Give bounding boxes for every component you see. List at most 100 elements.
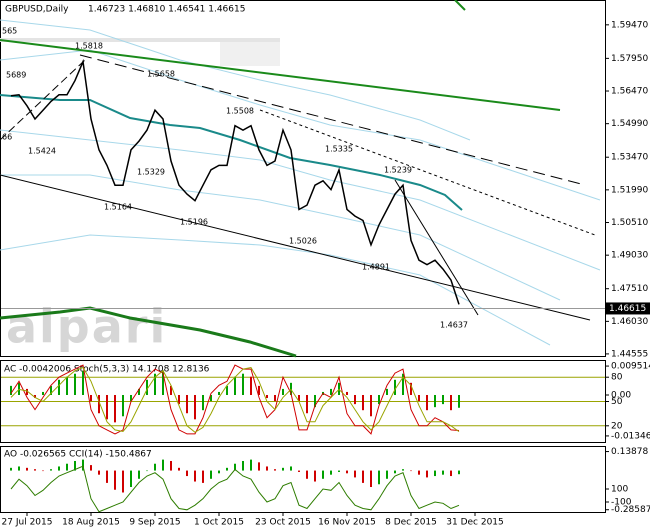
y-tick-label: -0.013461	[611, 431, 650, 441]
histogram-bar	[226, 385, 228, 395]
histogram-bar	[298, 394, 300, 402]
histogram-bar	[250, 376, 252, 395]
histogram-bar	[394, 379, 396, 395]
y-tick-label: 1.46030	[611, 317, 648, 327]
x-tick-label: 27 Jul 2015	[2, 518, 53, 528]
histogram-bar	[162, 459, 164, 471]
price-annotation: 1.5026	[289, 237, 317, 246]
last-price-label: 1.46615	[609, 304, 646, 314]
histogram-bar	[122, 394, 124, 417]
y-tick-label: 1.53470	[611, 153, 648, 163]
histogram-bar	[442, 394, 444, 405]
histogram-bar	[274, 394, 276, 402]
series-line	[10, 366, 460, 433]
histogram-bar	[90, 465, 92, 471]
ao-title: AO -0.026565 CCI(14) -150.4867	[4, 450, 152, 460]
histogram-bar	[202, 394, 204, 411]
price-annotation: 1.5164	[104, 203, 132, 212]
ac-title: AC -0.0042006 Stoch(5,3,3) 14.1708 12.81…	[4, 365, 210, 375]
histogram-bar	[218, 391, 220, 395]
histogram-bar	[146, 379, 148, 395]
histogram-bar	[202, 470, 204, 483]
x-tick-label: 31 Dec 2015	[446, 518, 504, 528]
histogram-bar	[138, 470, 140, 479]
price-annotation: 1.4891	[362, 263, 390, 272]
histogram-bar	[18, 466, 20, 471]
histogram-bar	[146, 470, 148, 472]
histogram-bar	[186, 394, 188, 414]
histogram-bar	[274, 469, 276, 471]
y-tick-label: 1.56470	[611, 87, 648, 97]
histogram-bar	[314, 470, 316, 482]
histogram-bar	[210, 394, 212, 402]
y-tick-label: 20	[611, 421, 623, 431]
histogram-bar	[218, 470, 220, 474]
histogram-bar	[434, 394, 436, 408]
histogram-bar	[306, 470, 308, 479]
histogram-bar	[402, 469, 404, 471]
band-line	[0, 174, 561, 301]
histogram-bar	[314, 394, 316, 408]
histogram-bar	[362, 394, 364, 411]
histogram-bar	[106, 470, 108, 483]
y-tick-label: -0.28587	[611, 505, 650, 515]
ao-panel	[0, 446, 606, 513]
histogram-bar	[258, 385, 260, 395]
price-annotation: 1.4637	[440, 321, 468, 330]
band-line	[0, 49, 601, 201]
histogram-bar	[50, 385, 52, 395]
histogram-bar	[410, 382, 412, 395]
histogram-bar	[178, 394, 180, 405]
histogram-bar	[442, 470, 444, 475]
histogram-bar	[250, 459, 252, 471]
histogram-bar	[402, 373, 404, 395]
y-tick-label: 50	[611, 397, 623, 407]
histogram-bar	[282, 467, 284, 471]
histogram-bar	[298, 470, 300, 472]
histogram-bar	[354, 470, 356, 478]
histogram-bar	[330, 388, 332, 395]
histogram-bar	[90, 394, 92, 402]
y-tick-label: 1.50510	[611, 218, 648, 228]
histogram-bar	[82, 370, 84, 395]
histogram-bar	[394, 470, 396, 474]
price-annotation: 1.5196	[180, 218, 208, 227]
y-tick-label: 1.49030	[611, 251, 648, 261]
histogram-bar	[290, 466, 292, 471]
trend-line	[454, 0, 466, 11]
histogram-bar	[266, 466, 268, 471]
histogram-bar	[74, 373, 76, 395]
band-line	[0, 234, 551, 346]
histogram-bar	[42, 470, 44, 472]
series-line	[10, 58, 460, 305]
histogram-bar	[426, 470, 428, 478]
band-line	[0, 129, 601, 271]
histogram-bar	[282, 388, 284, 395]
channel-line	[0, 59, 86, 141]
histogram-bar	[450, 394, 452, 411]
histogram-bar	[338, 470, 340, 472]
trend-line	[0, 39, 561, 111]
histogram-bar	[26, 388, 28, 395]
histogram-bar	[154, 373, 156, 395]
y-tick-label: 1.57950	[611, 54, 648, 64]
histogram-bar	[170, 460, 172, 471]
histogram-bar	[58, 466, 60, 471]
moving-average	[0, 94, 463, 211]
histogram-bar	[186, 470, 188, 477]
histogram-bar	[346, 470, 348, 474]
histogram-bar	[122, 470, 124, 493]
y-tick-label: 1.54990	[611, 119, 648, 129]
histogram-bar	[58, 379, 60, 395]
last-price-box	[606, 302, 650, 315]
series-line	[10, 465, 460, 513]
histogram-bar	[234, 376, 236, 395]
histogram-bar	[418, 470, 420, 475]
histogram-bar	[162, 370, 164, 395]
histogram-bar	[82, 459, 84, 471]
histogram-bar	[138, 388, 140, 395]
histogram-bar	[242, 373, 244, 395]
histogram-bar	[434, 470, 436, 477]
x-tick-label: 8 Dec 2015	[385, 518, 437, 528]
